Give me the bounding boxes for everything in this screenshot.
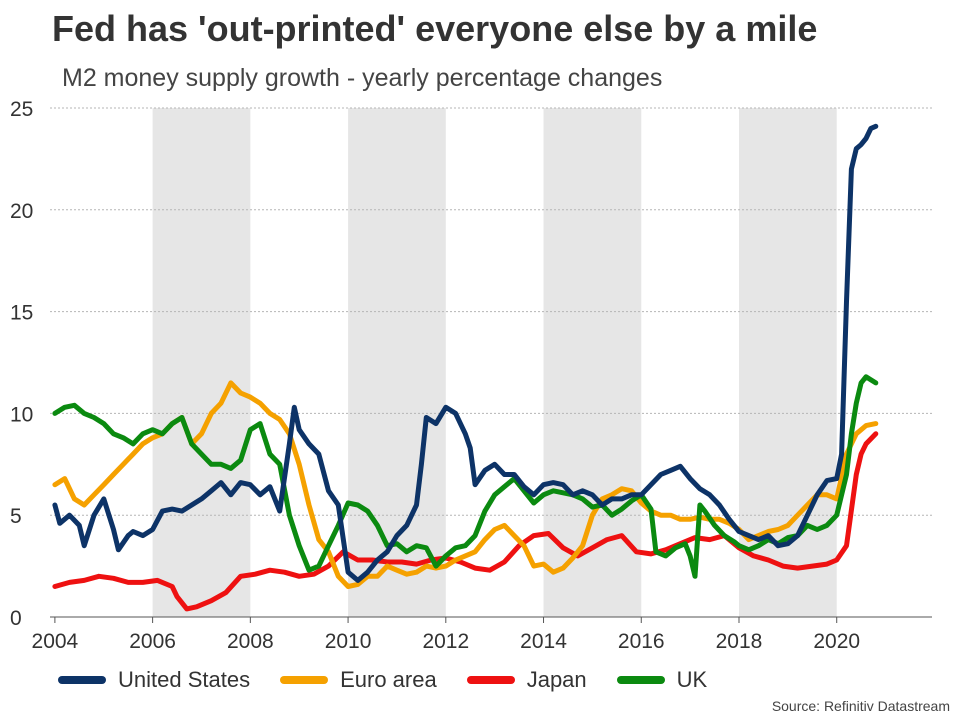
x-tick-label: 2012	[422, 630, 469, 653]
series-line-uk	[52, 374, 879, 579]
shaded-period	[348, 108, 446, 617]
shaded-period	[738, 108, 837, 617]
x-tick-label: 2008	[227, 630, 274, 653]
chart-title: Fed has 'out-printed' everyone else by a…	[52, 8, 818, 49]
y-tick-label: 25	[10, 98, 33, 121]
x-tick-label: 2010	[325, 630, 372, 653]
x-tick-label: 2016	[618, 630, 665, 653]
source-note: Source: Refinitiv Datastream	[771, 698, 950, 714]
chart-subtitle: M2 money supply growth - yearly percenta…	[62, 64, 663, 92]
legend-swatch	[466, 676, 515, 684]
chart-legend: United States Euro area Japan UK	[58, 664, 737, 696]
legend-label: Euro area	[340, 667, 437, 692]
x-tick-label: 2020	[813, 630, 860, 653]
legend-swatch	[58, 676, 106, 684]
legend-item-japan: Japan	[466, 667, 587, 693]
legend-label: United States	[118, 667, 251, 692]
y-tick-label: 15	[10, 302, 33, 325]
legend-item-united-states: United States	[58, 667, 250, 693]
legend-label: Japan	[526, 667, 587, 692]
legend-item-euro-area: Euro area	[280, 667, 437, 693]
legend-item-uk: UK	[616, 667, 708, 693]
legend-label: UK	[676, 667, 708, 692]
series-line-japan	[52, 431, 879, 612]
y-tick-label: 5	[10, 505, 22, 528]
shaded-period	[152, 108, 251, 617]
y-tick-label: 0	[10, 607, 22, 630]
series-line-united-states	[52, 123, 879, 583]
x-tick-label: 2018	[716, 630, 763, 653]
y-tick-label: 10	[10, 403, 33, 426]
line-chart: 0 5 10 15 20 25 2004 2006 2008 2010 2012 2014 2016 20…	[10, 98, 932, 653]
x-tick-label: 2004	[32, 630, 79, 653]
legend-swatch	[616, 676, 665, 684]
x-tick-label: 2006	[129, 630, 176, 653]
legend-swatch	[280, 676, 329, 684]
x-tick-label: 2014	[520, 630, 567, 653]
y-tick-label: 20	[10, 200, 33, 223]
shaded-period	[543, 108, 642, 617]
